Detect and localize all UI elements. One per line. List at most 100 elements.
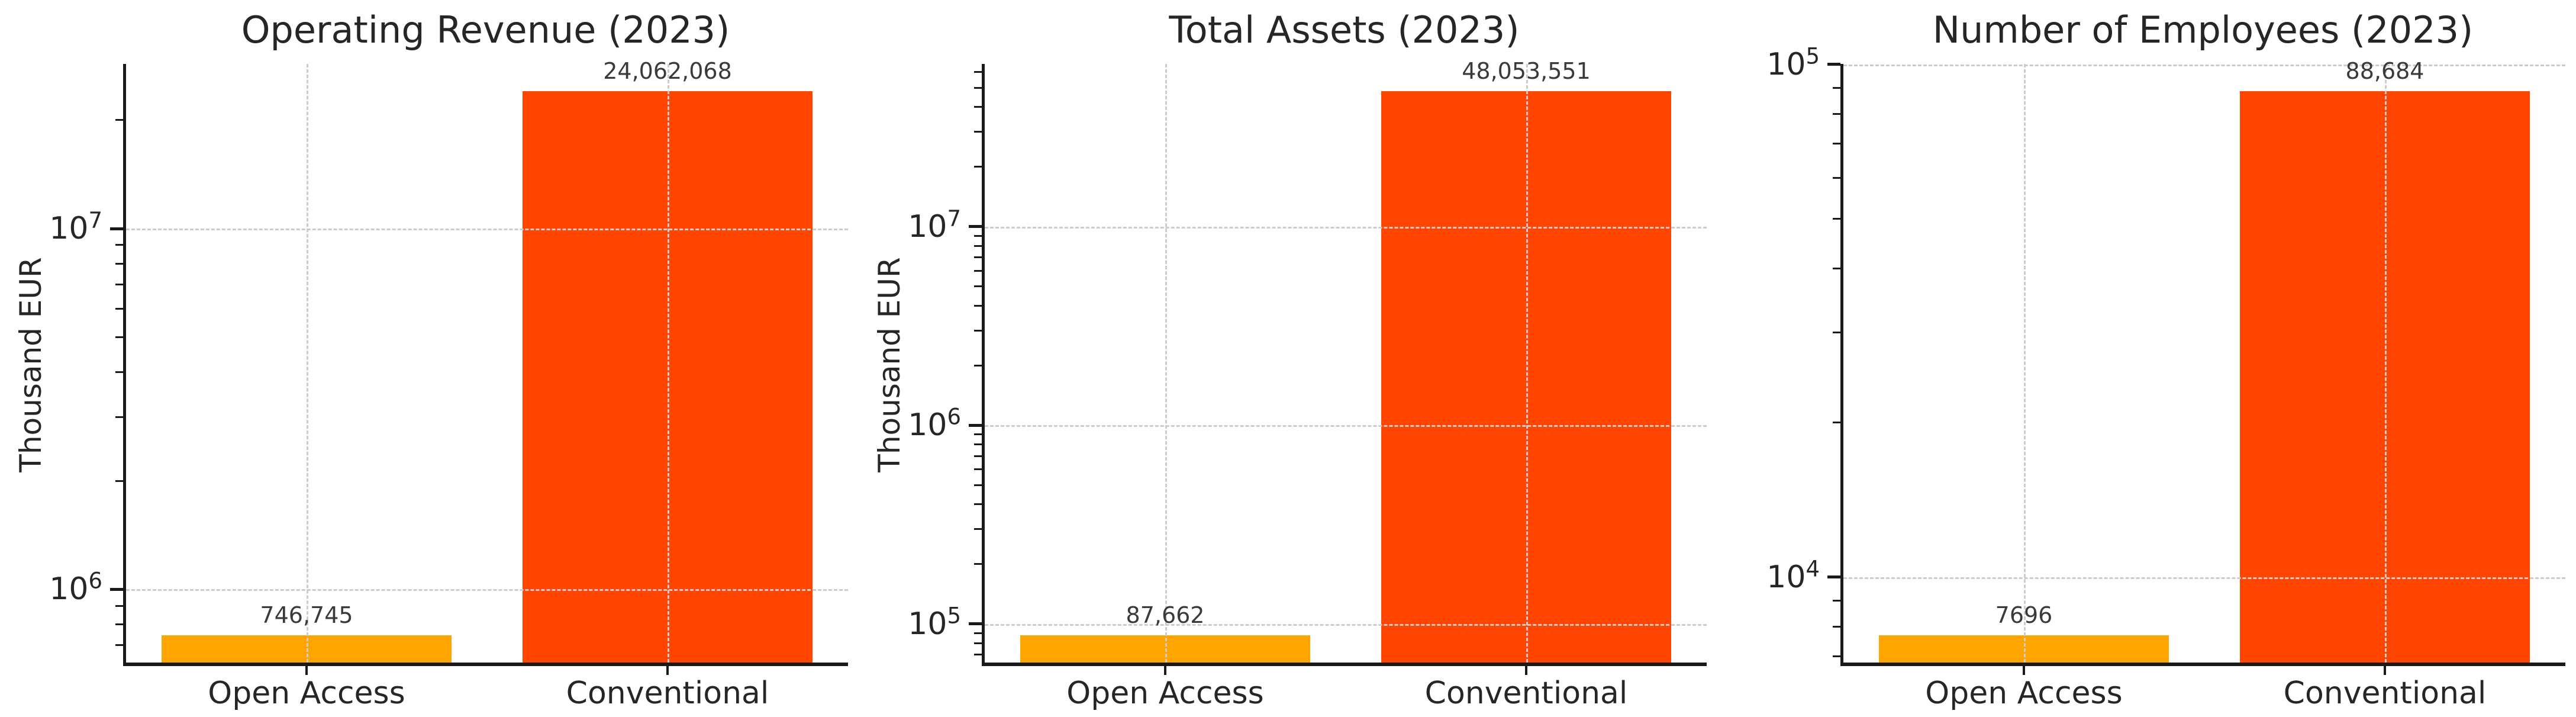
bar-value-label-open-access: 7696 — [1995, 602, 2053, 629]
y-axis-minor-tick — [974, 484, 982, 486]
y-axis-minor-tick — [974, 269, 982, 272]
y-axis-minor-tick — [974, 285, 982, 288]
x-axis-tick — [2384, 666, 2386, 675]
chart-total-assets: Total Assets (2023) Thousand EUR 105 106 1… — [859, 0, 1717, 717]
y-axis-major-tick — [110, 227, 123, 230]
y-axis-minor-tick — [115, 307, 123, 310]
y-axis-minor-tick — [1833, 655, 1840, 658]
y-axis-tick-label: 106 — [49, 568, 102, 607]
chart-title: Total Assets (2023) — [1169, 8, 1520, 52]
y-axis-minor-tick — [1833, 86, 1840, 89]
y-axis-minor-tick — [115, 416, 123, 419]
x-axis-tick-label-conventional: Conventional — [1424, 676, 1628, 711]
y-axis-minor-tick — [974, 364, 982, 366]
y-axis-minor-tick — [115, 336, 123, 339]
y-axis-major-tick — [969, 225, 982, 229]
y-axis-minor-tick — [974, 304, 982, 307]
y-axis-minor-tick — [974, 166, 982, 168]
gridline-vertical — [1526, 64, 1528, 663]
y-axis-minor-tick — [974, 654, 982, 656]
gridline-horizontal — [985, 226, 1707, 229]
y-axis-minor-tick — [115, 262, 123, 265]
y-axis-minor-tick — [115, 283, 123, 285]
y-axis-major-tick — [969, 423, 982, 427]
y-axis-minor-tick — [1833, 113, 1840, 115]
gridline-horizontal — [1843, 64, 2565, 66]
bar-value-label-open-access: 746,745 — [260, 602, 353, 628]
y-axis-tick-label: 104 — [1766, 556, 1820, 595]
y-axis-minor-tick — [974, 71, 982, 73]
y-axis-minor-tick — [974, 503, 982, 506]
y-axis-minor-tick — [974, 329, 982, 332]
x-axis-tick — [666, 666, 669, 675]
y-axis-minor-tick — [974, 455, 982, 457]
gridline-vertical — [2024, 64, 2026, 663]
plot-area: 105 106 107 Open Access Conventional 87,662 48… — [908, 58, 1707, 711]
plot-area: 104 105 Open Access Conventional 7696 88,684 — [1766, 45, 2565, 711]
y-axis-minor-tick — [115, 605, 123, 607]
x-axis-tick — [1525, 666, 1527, 675]
chart-operating-revenue: Operating Revenue (2023) Thousand EUR 10… — [0, 0, 859, 717]
gridline-vertical — [2385, 64, 2387, 663]
gridline-vertical — [668, 64, 669, 663]
y-axis-minor-tick — [974, 433, 982, 436]
y-axis-minor-tick — [974, 642, 982, 644]
y-axis-minor-tick — [115, 480, 123, 482]
gridline-vertical — [307, 64, 308, 663]
y-axis-minor-tick — [1833, 599, 1840, 602]
y-axis-tick-label: 105 — [1766, 43, 1820, 82]
y-axis-tick-label: 106 — [908, 404, 961, 443]
y-axis-tick-label: 107 — [49, 207, 102, 247]
y-axis-minor-tick — [1833, 331, 1840, 333]
y-axis-minor-tick — [974, 245, 982, 247]
y-axis-tick-label: 107 — [908, 205, 961, 245]
x-axis-tick-label-conventional: Conventional — [566, 676, 769, 711]
y-axis-major-tick — [110, 587, 123, 591]
y-axis-minor-tick — [1833, 625, 1840, 628]
y-axis-major-tick — [969, 622, 982, 626]
x-axis-tick-label-open-access: Open Access — [1925, 676, 2123, 711]
y-axis-minor-tick — [974, 106, 982, 108]
y-axis-major-tick — [1827, 63, 1840, 66]
y-axis-minor-tick — [974, 528, 982, 530]
y-axis-minor-tick — [1833, 267, 1840, 269]
y-axis-minor-tick — [974, 256, 982, 259]
bar-value-label-conventional: 88,684 — [2345, 57, 2425, 84]
bar-value-label-conventional: 24,062,068 — [603, 57, 732, 84]
y-axis-label: Thousand EUR — [14, 257, 48, 472]
y-axis-minor-tick — [974, 443, 982, 446]
y-axis-major-tick — [1827, 575, 1840, 579]
plot-area: 106 107 Open Access Conventional 746,745 24,0… — [49, 58, 848, 711]
gridline-horizontal — [1843, 577, 2565, 579]
y-axis-minor-tick — [974, 86, 982, 89]
gridline-horizontal — [985, 425, 1707, 427]
y-axis-minor-tick — [974, 632, 982, 634]
y-axis-minor-tick — [1833, 422, 1840, 424]
x-axis-tick-label-open-access: Open Access — [1066, 676, 1264, 711]
gridline-horizontal — [126, 229, 848, 231]
y-axis-minor-tick — [1833, 143, 1840, 145]
y-axis-minor-tick — [115, 371, 123, 374]
y-axis-minor-tick — [115, 644, 123, 647]
y-axis-minor-tick — [115, 623, 123, 625]
y-axis-minor-tick — [974, 563, 982, 565]
x-axis-tick-label-open-access: Open Access — [208, 676, 405, 711]
gridline-horizontal — [126, 589, 848, 591]
y-axis-minor-tick — [974, 468, 982, 471]
y-axis-tick-label: 105 — [908, 603, 961, 642]
y-axis-label: Thousand EUR — [872, 257, 907, 472]
y-axis-minor-tick — [1833, 217, 1840, 220]
y-axis-minor-tick — [115, 244, 123, 246]
chart-number-of-employees: Number of Employees (2023) 104 105 Open Ac… — [1717, 0, 2576, 717]
y-axis-minor-tick — [974, 131, 982, 133]
x-axis-tick — [2023, 666, 2025, 675]
chart-title: Operating Revenue (2023) — [241, 8, 730, 52]
bar-value-label-conventional: 48,053,551 — [1462, 58, 1591, 85]
y-axis-minor-tick — [115, 119, 123, 121]
x-axis-tick-label-conventional: Conventional — [2283, 676, 2487, 711]
y-axis-minor-tick — [974, 234, 982, 237]
chart-title: Number of Employees (2023) — [1932, 8, 2474, 52]
x-axis-tick — [305, 666, 308, 675]
y-axis-minor-tick — [1833, 177, 1840, 179]
